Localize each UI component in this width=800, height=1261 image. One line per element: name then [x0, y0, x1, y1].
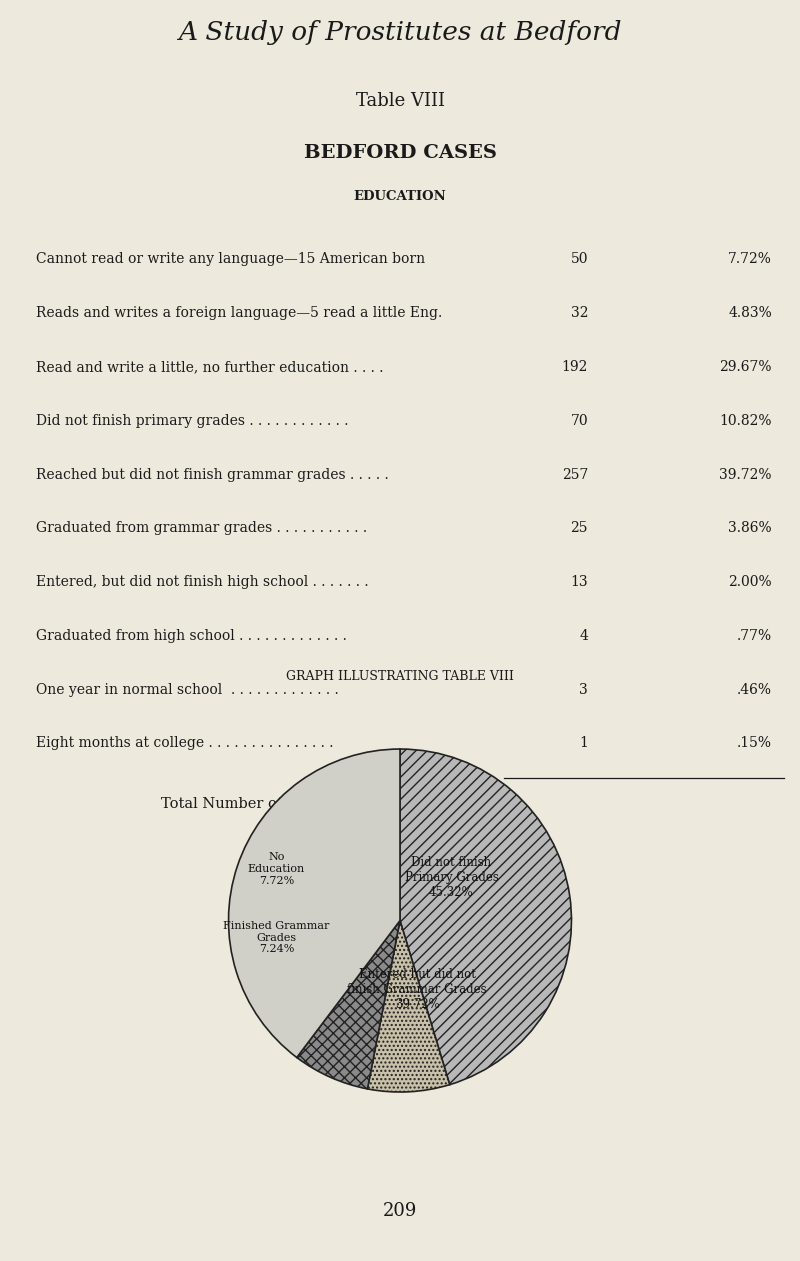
Text: No
Education
7.72%: No Education 7.72%	[248, 852, 305, 885]
Text: Graduated from high school . . . . . . . . . . . . .: Graduated from high school . . . . . . .…	[36, 629, 347, 643]
Text: One year in normal school  . . . . . . . . . . . . .: One year in normal school . . . . . . . …	[36, 682, 338, 696]
Text: A Study of Prostitutes at Bedford: A Study of Prostitutes at Bedford	[178, 20, 622, 44]
Text: Reads and writes a foreign language—5 read a little Eng.: Reads and writes a foreign language—5 re…	[36, 306, 442, 320]
Text: Graduated from grammar grades . . . . . . . . . . .: Graduated from grammar grades . . . . . …	[36, 521, 367, 536]
Text: 10.82%: 10.82%	[719, 414, 772, 427]
Text: 13: 13	[570, 575, 588, 589]
Text: Did not finish primary grades . . . . . . . . . . . .: Did not finish primary grades . . . . . …	[36, 414, 349, 427]
Text: Reached but did not finish grammar grades . . . . .: Reached but did not finish grammar grade…	[36, 468, 389, 482]
Text: 192: 192	[562, 359, 588, 375]
Text: GRAPH ILLUSTRATING TABLE VIII: GRAPH ILLUSTRATING TABLE VIII	[286, 670, 514, 682]
Text: 2.00%: 2.00%	[728, 575, 772, 589]
Text: EDUCATION: EDUCATION	[354, 190, 446, 203]
Text: 3: 3	[579, 682, 588, 696]
Text: .46%: .46%	[737, 682, 772, 696]
Text: 3.86%: 3.86%	[728, 521, 772, 536]
Text: Finished Grammar
Grades
7.24%: Finished Grammar Grades 7.24%	[223, 921, 330, 955]
Text: 4: 4	[579, 629, 588, 643]
Text: 25: 25	[570, 521, 588, 536]
Text: Table VIII: Table VIII	[355, 92, 445, 110]
Text: 50: 50	[570, 252, 588, 266]
Text: Did not finish
Primary Grades
45.32%: Did not finish Primary Grades 45.32%	[405, 856, 498, 899]
Text: BEDFORD CASES: BEDFORD CASES	[303, 144, 497, 163]
Text: 32: 32	[570, 306, 588, 320]
Text: 39.72%: 39.72%	[719, 468, 772, 482]
Wedge shape	[229, 749, 400, 1058]
Text: Entered, but did not finish high school . . . . . . .: Entered, but did not finish high school …	[36, 575, 369, 589]
Wedge shape	[367, 921, 450, 1092]
Text: 209: 209	[383, 1202, 417, 1219]
Text: 4.83%: 4.83%	[728, 306, 772, 320]
Text: 7.72%: 7.72%	[728, 252, 772, 266]
Text: Cannot read or write any language—15 American born: Cannot read or write any language—15 Ame…	[36, 252, 425, 266]
Text: 29.67%: 29.67%	[719, 359, 772, 375]
Wedge shape	[400, 749, 571, 1084]
Text: Total Number of Cases  647   100.00%: Total Number of Cases 647 100.00%	[161, 797, 447, 811]
Text: .15%: .15%	[737, 736, 772, 750]
Wedge shape	[297, 921, 400, 1090]
Text: 1: 1	[579, 736, 588, 750]
Text: Eight months at college . . . . . . . . . . . . . . .: Eight months at college . . . . . . . . …	[36, 736, 334, 750]
Text: Read and write a little, no further education . . . .: Read and write a little, no further educ…	[36, 359, 383, 375]
Text: 257: 257	[562, 468, 588, 482]
Text: .77%: .77%	[737, 629, 772, 643]
Text: 70: 70	[570, 414, 588, 427]
Text: Entered but did not
finish Grammar Grades
39.72%: Entered but did not finish Grammar Grade…	[347, 967, 487, 1010]
